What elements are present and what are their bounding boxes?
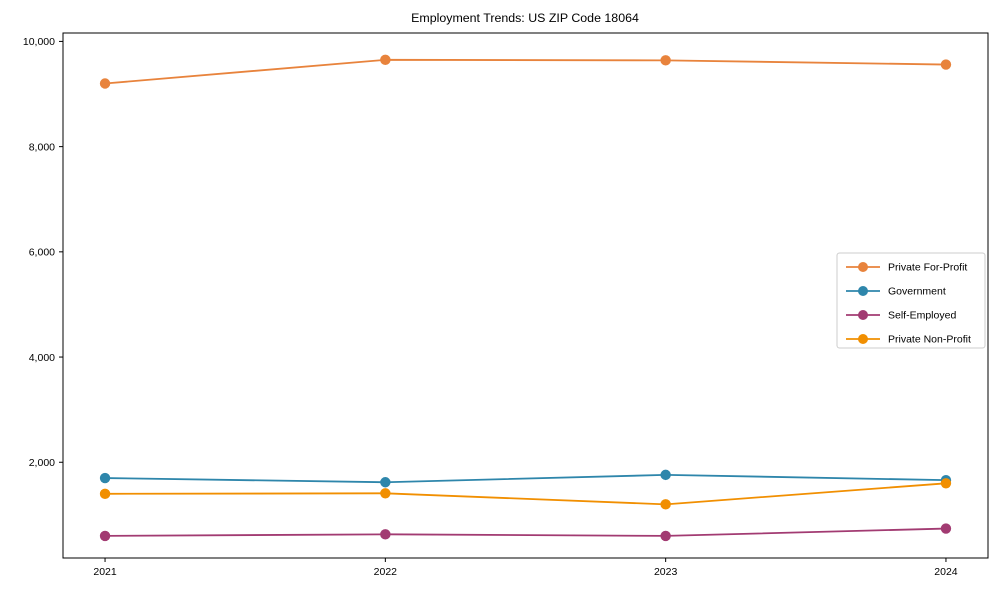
legend-entry-private-for-profit: Private For-Profit bbox=[846, 262, 967, 274]
x-tick-label: 2023 bbox=[654, 566, 678, 578]
x-tick-label: 2021 bbox=[93, 566, 117, 578]
series-line-self-employed bbox=[105, 527, 946, 537]
data-point-self-employed bbox=[99, 530, 111, 542]
legend-marker bbox=[858, 334, 868, 344]
legend-marker bbox=[858, 286, 868, 296]
x-tick-label: 2022 bbox=[374, 566, 398, 578]
data-point-private-non-profit bbox=[660, 499, 671, 510]
data-point-government bbox=[99, 472, 111, 484]
y-tick-label: 6,000 bbox=[29, 247, 55, 259]
data-point-self-employed bbox=[660, 530, 671, 542]
data-point-private-non-profit bbox=[380, 488, 391, 499]
plot-spine bbox=[62, 32, 989, 559]
legend-marker bbox=[858, 262, 868, 272]
x-tick-label: 2024 bbox=[934, 566, 958, 578]
data-point-government bbox=[380, 477, 391, 488]
legend-marker bbox=[858, 310, 868, 320]
legend-entry-private-non-profit: Private Non-Profit bbox=[846, 334, 971, 346]
chart-title: Employment Trends: US ZIP Code 18064 bbox=[411, 11, 639, 25]
legend-label: Government bbox=[888, 286, 946, 298]
data-point-self-employed bbox=[380, 529, 391, 540]
y-tick-label: 4,000 bbox=[29, 352, 55, 364]
plot-area-border bbox=[62, 32, 989, 559]
legend-label: Private Non-Profit bbox=[888, 334, 971, 346]
data-point-private-for-profit bbox=[99, 78, 111, 89]
series-line-private-non-profit bbox=[105, 482, 947, 506]
data-point-private-non-profit bbox=[99, 488, 111, 500]
legend-label: Private For-Profit bbox=[888, 262, 967, 274]
data-point-private-non-profit bbox=[940, 478, 952, 489]
y-axis: 2,000 4,000 6,000 8,000 10,000 bbox=[23, 36, 63, 469]
legend-label: Self-Employed bbox=[888, 310, 956, 322]
legend: Private For-Profit Government Self-Employe… bbox=[836, 252, 986, 349]
x-axis: 2021 2022 2023 2024 bbox=[93, 558, 958, 578]
y-tick-label: 2,000 bbox=[29, 457, 55, 469]
data-point-self-employed bbox=[940, 523, 952, 534]
data-point-private-for-profit bbox=[940, 59, 952, 70]
data-point-government bbox=[660, 469, 671, 481]
data-point-private-for-profit bbox=[660, 55, 671, 66]
y-tick-label: 8,000 bbox=[29, 141, 55, 153]
data-series bbox=[99, 54, 952, 542]
series-line-government bbox=[105, 473, 946, 484]
series-line-private-for-profit bbox=[104, 58, 946, 85]
legend-entry-government: Government bbox=[846, 286, 946, 298]
legend-entry-self-employed: Self-Employed bbox=[846, 310, 956, 322]
data-point-private-for-profit bbox=[380, 54, 391, 66]
legend-box bbox=[836, 252, 986, 349]
y-tick-label: 10,000 bbox=[23, 36, 55, 48]
